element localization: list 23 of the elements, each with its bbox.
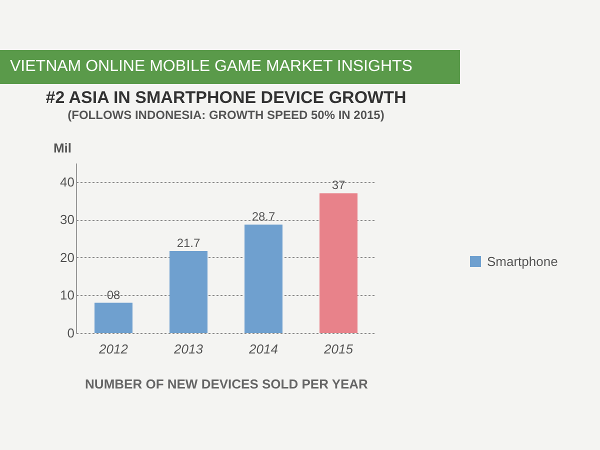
x-tick-label: 2014 [248,342,278,356]
legend-label: Smartphone [487,254,558,269]
text: VIETNAM ONLINE MOBILE GAME MARKET INSIGHTS [0,50,460,84]
x-tick-label: 2012 [98,342,129,356]
y-tick-label: 40 [60,174,74,190]
y-axis-title: Mil [53,140,72,156]
data-label: 37 [332,178,346,192]
bar [170,251,208,333]
data-label: 08 [106,288,120,302]
x-tick-label: 2013 [173,342,204,356]
data-label: 28.7 [252,210,276,224]
chart-subtitle: (FOLLOWS INDONESIA: GROWTH SPEED 50% IN 2015) [68,108,384,122]
bar [244,224,282,333]
x-tick-label: 2015 [323,342,354,356]
y-tick-label: 0 [67,326,74,340]
y-tick-label: 20 [60,250,74,265]
bar [94,302,132,333]
x-axis-title: NUMBER OF NEW DEVICES SOLD PER YEAR [85,376,369,392]
chart-title: #2 ASIA IN SMARTPHONE DEVICE GROWTH [46,88,406,107]
data-label: 21.7 [176,236,200,250]
bar [320,193,358,333]
y-tick-label: 10 [60,288,74,303]
y-tick-label: 30 [60,212,74,228]
